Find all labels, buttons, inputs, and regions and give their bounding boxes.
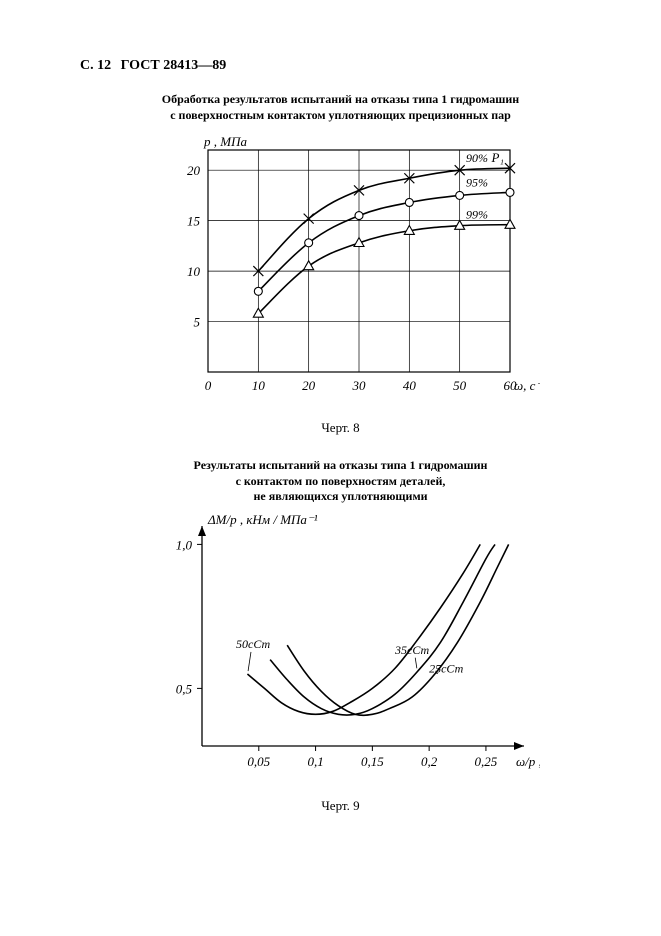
- fig8-chart: 01020304050605101520р , МПаω, с⁻¹P₁90%95…: [160, 130, 540, 410]
- svg-text:5: 5: [194, 315, 201, 330]
- fig9-caption-text: Черт. 9: [321, 798, 359, 813]
- svg-text:1,0: 1,0: [176, 537, 193, 552]
- fig8-caption-text: Черт. 8: [321, 420, 359, 435]
- page-header: С. 12 ГОСТ 28413—89: [80, 58, 226, 74]
- svg-text:99%: 99%: [466, 208, 488, 222]
- svg-text:0: 0: [205, 378, 212, 393]
- page-num: С. 12: [80, 58, 111, 73]
- fig8-caption: Черт. 8: [80, 420, 601, 436]
- svg-text:0,15: 0,15: [361, 754, 384, 769]
- svg-text:р , МПа: р , МПа: [203, 134, 247, 149]
- fig9-title-l1: Результаты испытаний на отказы типа 1 ги…: [80, 458, 601, 474]
- svg-text:0,1: 0,1: [307, 754, 323, 769]
- svg-text:90%: 90%: [466, 151, 488, 165]
- svg-text:10: 10: [252, 378, 266, 393]
- svg-text:35сСт: 35сСт: [394, 643, 430, 657]
- fig9-chart: 0,05 0,1 0,15 0,2 0,25 0,5 1,0 ΔM/p , кНм / МПа…: [150, 508, 540, 788]
- fig8-title-l2: с поверхностным контактом уплотняющих пр…: [80, 108, 601, 124]
- svg-text:15: 15: [187, 214, 201, 229]
- fig9-title-l2: с контактом по поверхностям деталей,: [80, 474, 601, 490]
- svg-text:30: 30: [352, 378, 367, 393]
- fig9-caption: Черт. 9: [80, 798, 601, 814]
- svg-text:0,05: 0,05: [247, 754, 270, 769]
- standard-id: ГОСТ 28413—89: [121, 58, 227, 73]
- svg-text:0,2: 0,2: [421, 754, 438, 769]
- svg-text:50сСт: 50сСт: [236, 637, 270, 651]
- svg-text:20: 20: [302, 378, 316, 393]
- fig8-title-l1: Обработка результатов испытаний на отказ…: [80, 92, 601, 108]
- svg-text:25сСт: 25сСт: [429, 662, 464, 676]
- svg-text:40: 40: [403, 378, 417, 393]
- svg-text:ω/p , МПа⁻¹: ω/p , МПа⁻¹: [516, 754, 540, 769]
- svg-text:10: 10: [187, 264, 201, 279]
- fig9-title-l3: не являющихся уплотняющими: [80, 489, 601, 505]
- fig8-title: Обработка результатов испытаний на отказ…: [80, 92, 601, 123]
- svg-text:0,25: 0,25: [475, 754, 498, 769]
- fig9-title: Результаты испытаний на отказы типа 1 ги…: [80, 458, 601, 505]
- svg-text:0,5: 0,5: [176, 681, 193, 696]
- svg-text:ΔM/p , кНм / МПа⁻¹: ΔM/p , кНм / МПа⁻¹: [207, 512, 318, 527]
- svg-text:P₁: P₁: [491, 150, 504, 165]
- svg-text:95%: 95%: [466, 175, 488, 189]
- svg-text:50: 50: [453, 378, 467, 393]
- svg-text:20: 20: [187, 163, 201, 178]
- svg-text:ω, с⁻¹: ω, с⁻¹: [514, 378, 540, 393]
